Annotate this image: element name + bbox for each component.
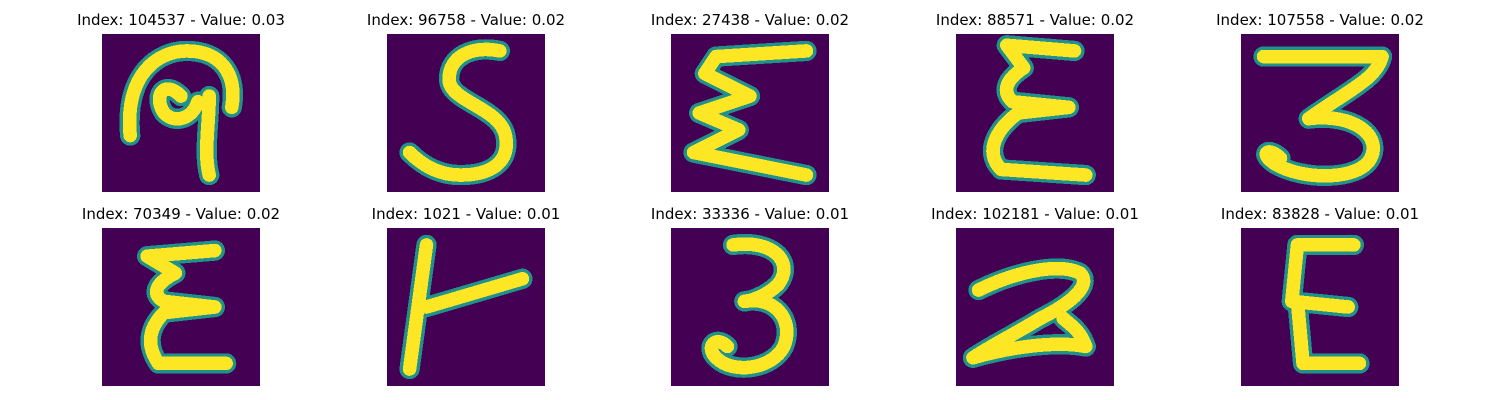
panel-image (671, 34, 829, 192)
panel-image (956, 34, 1114, 192)
panel-title: Index: 102181 - Value: 0.01 (931, 205, 1139, 223)
panel-image (387, 228, 545, 386)
panel-image (1241, 228, 1399, 386)
panel-image (102, 34, 260, 192)
panel-title: Index: 83828 - Value: 0.01 (1220, 205, 1420, 223)
panel-image (102, 228, 260, 386)
panel-title: Index: 104537 - Value: 0.03 (77, 11, 285, 29)
panel-title: Index: 1021 - Value: 0.01 (371, 205, 561, 223)
panel-title: Index: 88571 - Value: 0.02 (935, 11, 1135, 29)
panel-title: Index: 70349 - Value: 0.02 (81, 205, 281, 223)
panel-image (1241, 34, 1399, 192)
panel-title: Index: 27438 - Value: 0.02 (650, 11, 850, 29)
panel-image (956, 228, 1114, 386)
panel-image (387, 34, 545, 192)
panel-image (671, 228, 829, 386)
panel-title: Index: 96758 - Value: 0.02 (366, 11, 566, 29)
panel-title: Index: 33336 - Value: 0.01 (650, 205, 850, 223)
panel-title: Index: 107558 - Value: 0.02 (1216, 11, 1424, 29)
